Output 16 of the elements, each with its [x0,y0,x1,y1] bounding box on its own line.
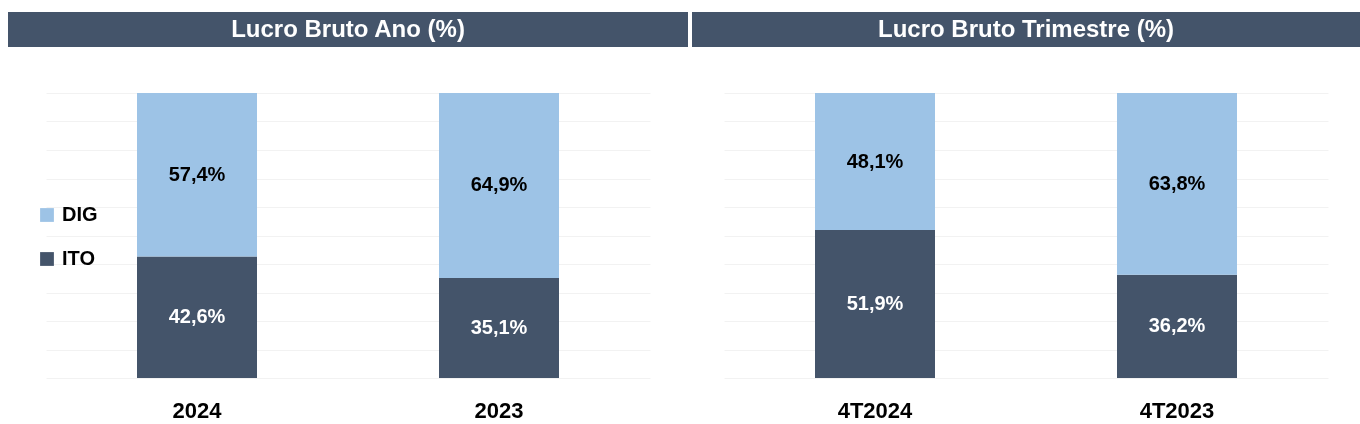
legend-label: DIG [62,203,98,225]
data-label: 63,8% [1148,171,1206,194]
chart-title: Lucro Bruto Ano (%) [231,15,465,42]
x-tick-label: 2023 [474,397,524,423]
x-tick-label: 4T2024 [837,397,914,423]
data-label: 36,2% [1148,314,1206,337]
data-label: 48,1% [846,149,904,172]
data-label: 57,4% [168,162,226,185]
x-tick-label: 4T2023 [1139,397,1215,423]
chart-title: Lucro Bruto Trimestre (%) [877,15,1175,42]
data-label: 35,1% [470,315,528,338]
legend-label: ITO [62,247,95,269]
x-tick-label: 2024 [172,397,223,423]
data-label: 42,6% [168,305,226,328]
data-label: 51,9% [846,292,904,315]
data-label: 64,9% [470,173,528,196]
